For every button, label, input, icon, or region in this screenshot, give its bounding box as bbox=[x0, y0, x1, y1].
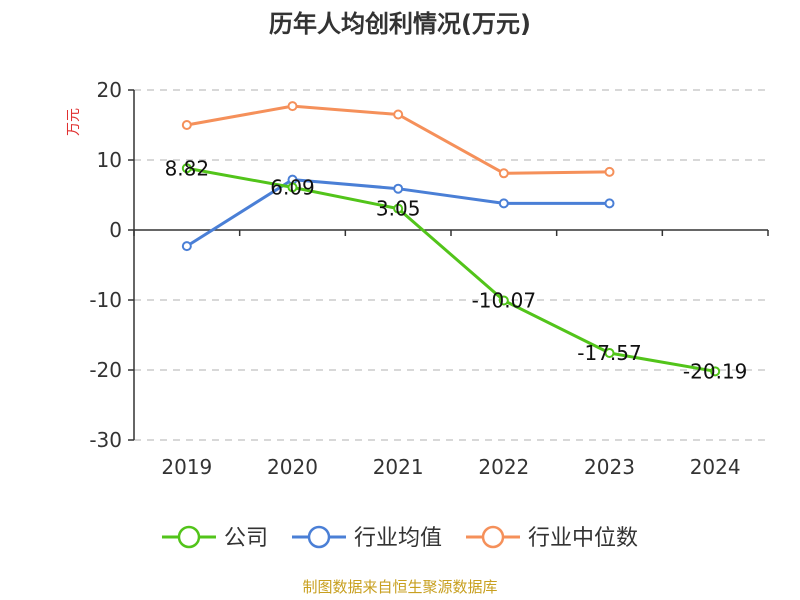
x-tick-label: 2020 bbox=[267, 455, 318, 479]
data-label: 3.05 bbox=[376, 197, 421, 221]
series-line bbox=[186, 166, 716, 373]
axes: 20 10 0 -10 -20 -30 2019 2020 2021 2022 2023 2024 bbox=[89, 78, 769, 479]
data-label: -17.57 bbox=[577, 341, 641, 365]
series-group bbox=[181, 101, 721, 377]
chart-title: 历年人均创利情况(万元) bbox=[269, 10, 531, 38]
data-source-footer: 制图数据来自恒生聚源数据库 bbox=[302, 578, 497, 596]
x-tick-label: 2024 bbox=[690, 455, 741, 479]
data-point[interactable] bbox=[287, 182, 298, 193]
data-point[interactable] bbox=[498, 295, 509, 306]
data-point[interactable] bbox=[287, 101, 298, 112]
gridlines bbox=[134, 89, 768, 441]
y-tick-label: -20 bbox=[89, 358, 122, 382]
legend-label: 公司 bbox=[224, 526, 268, 551]
legend-marker-icon bbox=[481, 525, 505, 549]
data-point[interactable] bbox=[604, 347, 615, 358]
data-point[interactable] bbox=[393, 203, 404, 214]
legend-label: 行业均值 bbox=[354, 526, 442, 551]
data-label: -20.19 bbox=[683, 359, 747, 383]
legend[interactable]: 公司 行业均值 行业中位数 bbox=[161, 525, 638, 551]
legend-marker-icon bbox=[177, 525, 201, 549]
legend-item[interactable]: 行业均值 bbox=[291, 525, 442, 551]
data-label: -10.07 bbox=[472, 288, 536, 312]
legend-item[interactable]: 行业中位数 bbox=[466, 525, 638, 551]
data-point[interactable] bbox=[393, 183, 404, 194]
data-point[interactable] bbox=[181, 241, 192, 252]
legend-label: 行业中位数 bbox=[528, 526, 638, 551]
data-label: 6.09 bbox=[270, 175, 315, 199]
x-tick-label: 2023 bbox=[584, 455, 635, 479]
x-tick-label: 2019 bbox=[161, 455, 212, 479]
legend-item[interactable]: 公司 bbox=[161, 525, 268, 551]
data-point[interactable] bbox=[710, 366, 721, 377]
y-tick-label: 0 bbox=[109, 218, 122, 242]
data-label: 8.82 bbox=[165, 156, 210, 180]
x-tick-label: 2022 bbox=[478, 455, 529, 479]
data-point[interactable] bbox=[181, 163, 192, 174]
data-point[interactable] bbox=[604, 198, 615, 209]
y-tick-label: -30 bbox=[89, 428, 122, 452]
y-tick-label: 20 bbox=[97, 78, 122, 102]
data-point[interactable] bbox=[393, 109, 404, 120]
y-tick-label: -10 bbox=[89, 288, 122, 312]
y-axis-unit: 万元 bbox=[66, 108, 82, 136]
data-labels: 8.82 6.09 3.05 -10.07 -17.57 -20.19 bbox=[165, 156, 748, 383]
data-point[interactable] bbox=[498, 198, 509, 209]
data-point[interactable] bbox=[604, 166, 615, 177]
data-point[interactable] bbox=[181, 120, 192, 130]
legend-marker-icon bbox=[307, 525, 331, 549]
y-tick-label: 10 bbox=[97, 148, 122, 172]
data-point[interactable] bbox=[498, 168, 509, 179]
x-tick-label: 2021 bbox=[373, 455, 424, 479]
